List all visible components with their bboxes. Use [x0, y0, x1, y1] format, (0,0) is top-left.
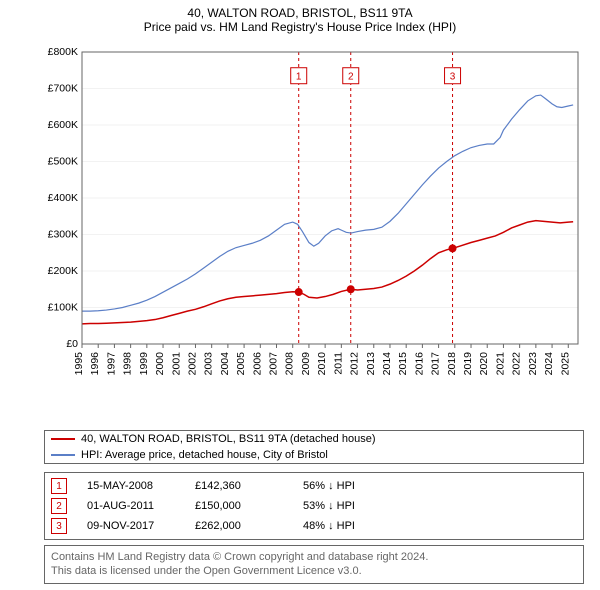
sale-date: 15-MAY-2008 — [87, 480, 195, 492]
svg-text:£200K: £200K — [48, 265, 78, 277]
footer-line1: Contains HM Land Registry data © Crown c… — [51, 550, 577, 564]
sale-price: £150,000 — [195, 500, 303, 512]
sale-date: 09-NOV-2017 — [87, 520, 195, 532]
svg-text:2011: 2011 — [332, 352, 344, 375]
chart-title: 40, WALTON ROAD, BRISTOL, BS11 9TA — [0, 0, 600, 20]
svg-text:2005: 2005 — [235, 352, 247, 376]
footer-box: Contains HM Land Registry data © Crown c… — [44, 545, 584, 584]
legend-box: 40, WALTON ROAD, BRISTOL, BS11 9TA (deta… — [44, 430, 584, 464]
chart-plot: £0 £100K £200K £300K £400K £500K £600K £700K £80… — [44, 48, 584, 388]
svg-text:£400K: £400K — [48, 192, 78, 204]
sale-index-marker: 1 — [51, 478, 67, 494]
sale-index-marker: 3 — [51, 518, 67, 534]
footer-line2: This data is licensed under the Open Gov… — [51, 564, 577, 578]
svg-text:2009: 2009 — [300, 352, 312, 376]
legend-label: 40, WALTON ROAD, BRISTOL, BS11 9TA (deta… — [81, 433, 375, 445]
svg-text:2004: 2004 — [219, 352, 231, 376]
svg-text:£500K: £500K — [48, 156, 78, 168]
sale-row: 1 15-MAY-2008£142,36056% ↓ HPI — [45, 476, 583, 496]
sale-pct: 48% ↓ HPI — [303, 520, 355, 532]
svg-text:£100K: £100K — [48, 302, 78, 314]
svg-text:2007: 2007 — [268, 352, 280, 376]
svg-text:2000: 2000 — [154, 352, 166, 376]
svg-text:2014: 2014 — [381, 352, 393, 376]
svg-text:£800K: £800K — [48, 48, 78, 58]
legend-swatch — [51, 454, 75, 456]
legend-label: HPI: Average price, detached house, City… — [81, 449, 328, 461]
svg-text:1: 1 — [296, 72, 302, 83]
svg-text:£600K: £600K — [48, 119, 78, 131]
svg-text:£700K: £700K — [48, 83, 78, 95]
svg-text:2001: 2001 — [170, 352, 182, 376]
sale-row: 2 01-AUG-2011£150,00053% ↓ HPI — [45, 496, 583, 516]
svg-text:2010: 2010 — [316, 352, 328, 376]
sale-price: £142,360 — [195, 480, 303, 492]
svg-text:2: 2 — [348, 72, 354, 83]
legend-item: HPI: Average price, detached house, City… — [45, 447, 583, 463]
svg-text:1998: 1998 — [122, 352, 134, 376]
sales-box: 1 15-MAY-2008£142,36056% ↓ HPI 2 01-AUG-201… — [44, 472, 584, 540]
sale-row: 3 09-NOV-2017£262,00048% ↓ HPI — [45, 516, 583, 536]
svg-text:3: 3 — [450, 72, 456, 83]
svg-text:2020: 2020 — [478, 352, 490, 376]
svg-text:2013: 2013 — [365, 352, 377, 376]
svg-text:2003: 2003 — [203, 352, 215, 376]
svg-text:1995: 1995 — [73, 352, 85, 376]
svg-text:1997: 1997 — [105, 352, 117, 376]
sale-pct: 53% ↓ HPI — [303, 500, 355, 512]
svg-text:1996: 1996 — [89, 352, 101, 376]
svg-text:2006: 2006 — [251, 352, 263, 376]
sale-date: 01-AUG-2011 — [87, 500, 195, 512]
sale-pct: 56% ↓ HPI — [303, 480, 355, 492]
svg-text:2002: 2002 — [186, 352, 198, 376]
chart-subtitle: Price paid vs. HM Land Registry's House … — [0, 20, 600, 38]
svg-text:2023: 2023 — [527, 352, 539, 376]
legend-item: 40, WALTON ROAD, BRISTOL, BS11 9TA (deta… — [45, 431, 583, 447]
svg-text:2025: 2025 — [559, 352, 571, 376]
svg-text:2017: 2017 — [430, 352, 442, 376]
svg-text:2021: 2021 — [494, 352, 506, 376]
svg-text:2016: 2016 — [413, 352, 425, 376]
svg-text:£0: £0 — [66, 338, 78, 350]
svg-text:2022: 2022 — [511, 352, 523, 376]
svg-text:1999: 1999 — [138, 352, 150, 376]
svg-text:2019: 2019 — [462, 352, 474, 376]
sale-price: £262,000 — [195, 520, 303, 532]
svg-text:2024: 2024 — [543, 352, 555, 376]
svg-text:£300K: £300K — [48, 229, 78, 241]
svg-text:2008: 2008 — [284, 352, 296, 376]
svg-text:2015: 2015 — [397, 352, 409, 376]
chart-container: 40, WALTON ROAD, BRISTOL, BS11 9TA Price… — [0, 0, 600, 590]
legend-swatch — [51, 438, 75, 440]
svg-text:2018: 2018 — [446, 352, 458, 376]
svg-text:2012: 2012 — [349, 352, 361, 376]
sale-index-marker: 2 — [51, 498, 67, 514]
